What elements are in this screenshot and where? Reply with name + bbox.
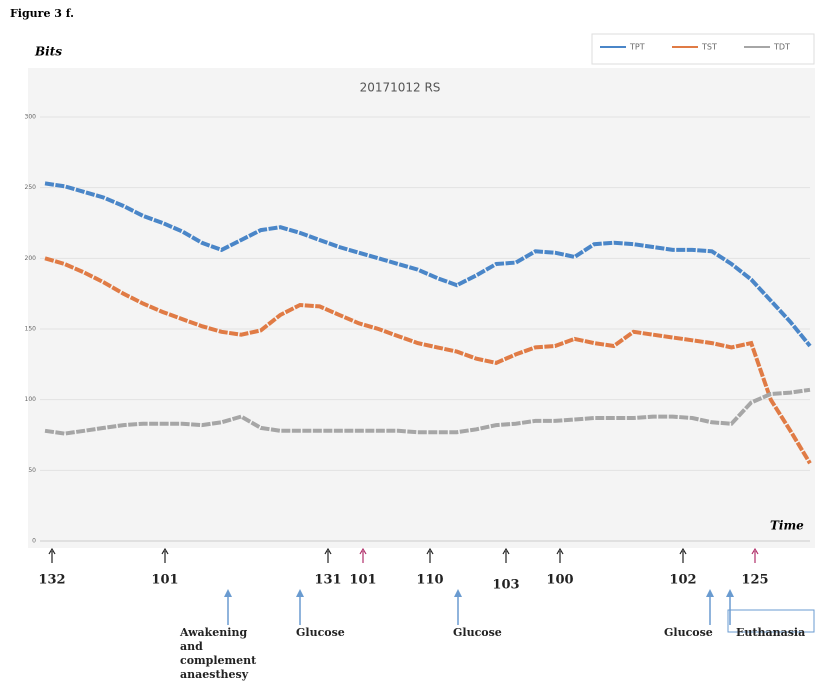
x-axis-label: Time bbox=[770, 519, 804, 533]
event-label: complement bbox=[180, 654, 257, 667]
arrow-number: 125 bbox=[741, 573, 768, 588]
arrow-number: 110 bbox=[416, 573, 443, 588]
event-arrow-head bbox=[726, 589, 734, 597]
arrow-number: 101 bbox=[349, 573, 376, 588]
legend-label: TST bbox=[701, 43, 717, 52]
arrow-head bbox=[426, 547, 434, 555]
euthanasia-box bbox=[727, 609, 815, 633]
figure-label: Figure 3 f. bbox=[10, 7, 74, 20]
arrow-head bbox=[48, 547, 56, 555]
y-tick-label: 50 bbox=[28, 467, 36, 474]
arrow-number: 102 bbox=[669, 573, 696, 588]
plot-background bbox=[28, 68, 815, 548]
arrow-head bbox=[751, 547, 759, 555]
legend-label: TPT bbox=[629, 43, 645, 52]
event-label: Awakening bbox=[179, 626, 247, 639]
arrow-head bbox=[679, 547, 687, 555]
event-label: Glucose bbox=[453, 626, 502, 639]
chart-title: 20171012 RS bbox=[360, 81, 441, 95]
series-line bbox=[44, 256, 812, 465]
series-line bbox=[44, 181, 812, 348]
event-label: anaesthesy bbox=[180, 668, 249, 681]
event-label: Glucose bbox=[664, 626, 713, 639]
y-tick-label: 150 bbox=[25, 326, 37, 333]
y-tick-label: 300 bbox=[25, 114, 37, 121]
arrow-number: 101 bbox=[151, 573, 178, 588]
legend-box bbox=[591, 33, 815, 65]
y-axis-label: Bits bbox=[34, 45, 62, 59]
arrow-number: 131 bbox=[314, 573, 341, 588]
event-label: Euthanasia bbox=[736, 626, 805, 639]
event-arrow-head bbox=[224, 589, 232, 597]
event-arrow-head bbox=[454, 589, 462, 597]
event-arrow-head bbox=[706, 589, 714, 597]
arrow-number: 100 bbox=[546, 573, 573, 588]
y-tick-label: 200 bbox=[25, 255, 37, 262]
series-line bbox=[44, 387, 811, 436]
arrow-head bbox=[556, 547, 564, 555]
arrow-head bbox=[359, 547, 367, 555]
legend-label: TDT bbox=[773, 43, 790, 52]
arrow-number: 132 bbox=[38, 573, 65, 588]
event-label: Glucose bbox=[296, 626, 345, 639]
event-label: and bbox=[180, 640, 203, 653]
y-tick-label: 100 bbox=[25, 396, 37, 403]
y-tick-label: 250 bbox=[25, 184, 37, 191]
arrow-head bbox=[324, 547, 332, 555]
arrow-head bbox=[502, 547, 510, 555]
arrow-head bbox=[161, 547, 169, 555]
event-arrow-head bbox=[296, 589, 304, 597]
y-tick-label: 0 bbox=[32, 538, 36, 545]
arrow-number: 103 bbox=[492, 578, 519, 593]
